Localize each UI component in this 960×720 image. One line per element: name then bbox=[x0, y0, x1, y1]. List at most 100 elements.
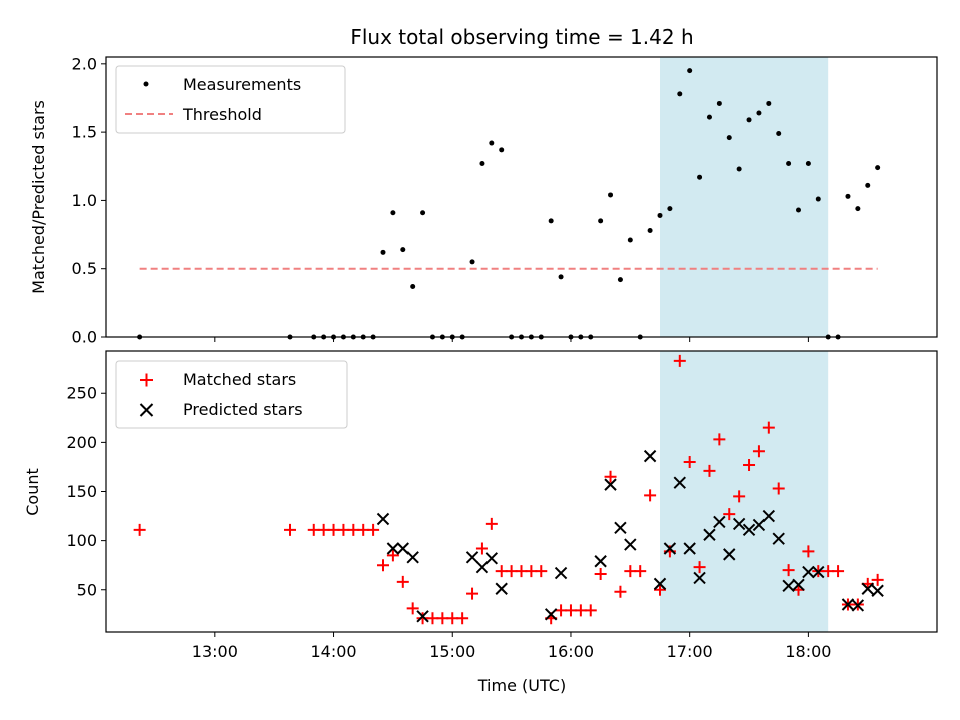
measurement-point bbox=[865, 182, 871, 188]
matched-star-point bbox=[456, 612, 469, 625]
measurement-point bbox=[845, 193, 851, 199]
legend-predicted-marker bbox=[139, 403, 154, 417]
matched-star-point bbox=[386, 549, 399, 562]
predicted-star-point bbox=[752, 518, 766, 532]
y-tick-label: 50 bbox=[77, 580, 97, 599]
legend-measurements-marker bbox=[143, 81, 149, 87]
bottom-legend-box bbox=[115, 360, 348, 429]
predicted-star-point bbox=[713, 515, 726, 529]
predicted-star-point bbox=[742, 523, 756, 537]
predicted-star-point bbox=[376, 512, 390, 526]
measurement-point bbox=[776, 130, 782, 136]
matched-star-point bbox=[832, 565, 845, 578]
y-tick-label: 2.0 bbox=[72, 54, 97, 73]
predicted-star-point bbox=[683, 542, 696, 555]
predicted-star-point bbox=[871, 584, 884, 597]
predicted-star-point bbox=[861, 582, 874, 595]
predicted-star-point bbox=[604, 478, 617, 491]
bottom-y-axis-label: Count bbox=[23, 468, 42, 516]
measurement-point bbox=[875, 165, 881, 171]
measurement-point bbox=[756, 110, 762, 116]
measurement-point bbox=[598, 218, 604, 224]
measurement-point bbox=[736, 166, 742, 172]
x-tick-label: 15:00 bbox=[429, 642, 475, 661]
predicted-star-point bbox=[495, 582, 508, 595]
matched-star-point bbox=[782, 564, 795, 577]
matched-star-point bbox=[743, 458, 756, 471]
measurement-point bbox=[420, 210, 426, 216]
measurement-point bbox=[657, 212, 663, 218]
matched-star-point bbox=[693, 561, 706, 574]
x-axis-label: Time (UTC) bbox=[477, 676, 566, 695]
matched-star-point bbox=[594, 568, 607, 581]
matched-star-point bbox=[752, 445, 765, 458]
y-tick-label: 150 bbox=[66, 482, 97, 501]
matched-star-point bbox=[871, 573, 884, 586]
x-tick-label: 16:00 bbox=[548, 642, 594, 661]
predicted-star-point bbox=[485, 552, 499, 565]
matched-star-point bbox=[683, 456, 696, 469]
measurement-point bbox=[410, 283, 416, 289]
matched-star-point bbox=[703, 464, 716, 477]
predicted-star-point bbox=[416, 610, 429, 623]
measurement-point bbox=[706, 114, 712, 120]
matched-star-point bbox=[584, 604, 597, 617]
matched-star-point bbox=[713, 433, 726, 446]
matched-star-point bbox=[723, 508, 736, 521]
legend-measurements-label: Measurements bbox=[183, 75, 301, 94]
predicted-star-point bbox=[673, 476, 686, 489]
predicted-star-point bbox=[851, 599, 865, 612]
predicted-star-point bbox=[386, 542, 400, 555]
measurement-point bbox=[746, 117, 752, 123]
legend-matched-marker bbox=[140, 373, 153, 387]
measurement-point bbox=[716, 100, 722, 106]
measurement-point bbox=[677, 91, 683, 97]
measurement-point bbox=[647, 227, 653, 233]
matched-star-point bbox=[604, 470, 617, 483]
matched-star-point bbox=[406, 602, 419, 615]
predicted-star-point bbox=[802, 565, 815, 579]
x-tick-label: 18:00 bbox=[785, 642, 831, 661]
highlight-span bbox=[660, 57, 829, 337]
bottom-panel-frame bbox=[105, 350, 938, 633]
matched-star-point bbox=[614, 585, 627, 598]
measurement-point bbox=[667, 206, 673, 212]
matched-star-point bbox=[367, 523, 380, 536]
y-tick-label: 200 bbox=[66, 433, 97, 452]
top-legend-box bbox=[115, 65, 346, 134]
predicted-star-point bbox=[732, 517, 746, 531]
measurement-point bbox=[627, 237, 633, 243]
predicted-star-point bbox=[406, 551, 419, 564]
y-tick-label: 250 bbox=[66, 384, 97, 403]
predicted-star-point bbox=[475, 560, 489, 574]
measurement-point bbox=[697, 174, 703, 180]
predicted-star-point bbox=[624, 538, 637, 551]
x-tick-label: 13:00 bbox=[192, 642, 238, 661]
matched-star-point bbox=[634, 565, 647, 578]
predicted-star-point bbox=[614, 521, 627, 535]
matched-star-point bbox=[673, 354, 686, 367]
measurement-point bbox=[617, 277, 623, 283]
chart-title: Flux total observing time = 1.42 h bbox=[350, 25, 693, 49]
y-tick-label: 100 bbox=[66, 531, 97, 550]
matched-star-point bbox=[377, 559, 389, 572]
matched-star-point bbox=[733, 490, 746, 503]
measurement-point bbox=[390, 210, 396, 216]
measurement-point bbox=[805, 161, 811, 167]
x-tick-label: 17:00 bbox=[667, 642, 713, 661]
bottom-panel: 50 100 150 200 250 13:00 14:00 15:00 16:00 17:00… bbox=[23, 350, 938, 695]
matched-star-point bbox=[654, 583, 666, 596]
matched-star-point bbox=[133, 523, 146, 536]
matched-star-point bbox=[762, 421, 775, 434]
measurement-point bbox=[558, 274, 564, 280]
matched-star-point bbox=[485, 517, 498, 530]
predicted-star-point bbox=[782, 579, 795, 593]
bottom-legend: Matched stars Predicted stars bbox=[115, 360, 348, 429]
predicted-star-point bbox=[693, 571, 706, 585]
y-tick-label: 0.0 bbox=[72, 328, 97, 347]
matched-star-point bbox=[475, 542, 488, 555]
predicted-star-point bbox=[772, 532, 785, 545]
predicted-star-point bbox=[653, 577, 667, 591]
measurement-point bbox=[608, 192, 614, 198]
